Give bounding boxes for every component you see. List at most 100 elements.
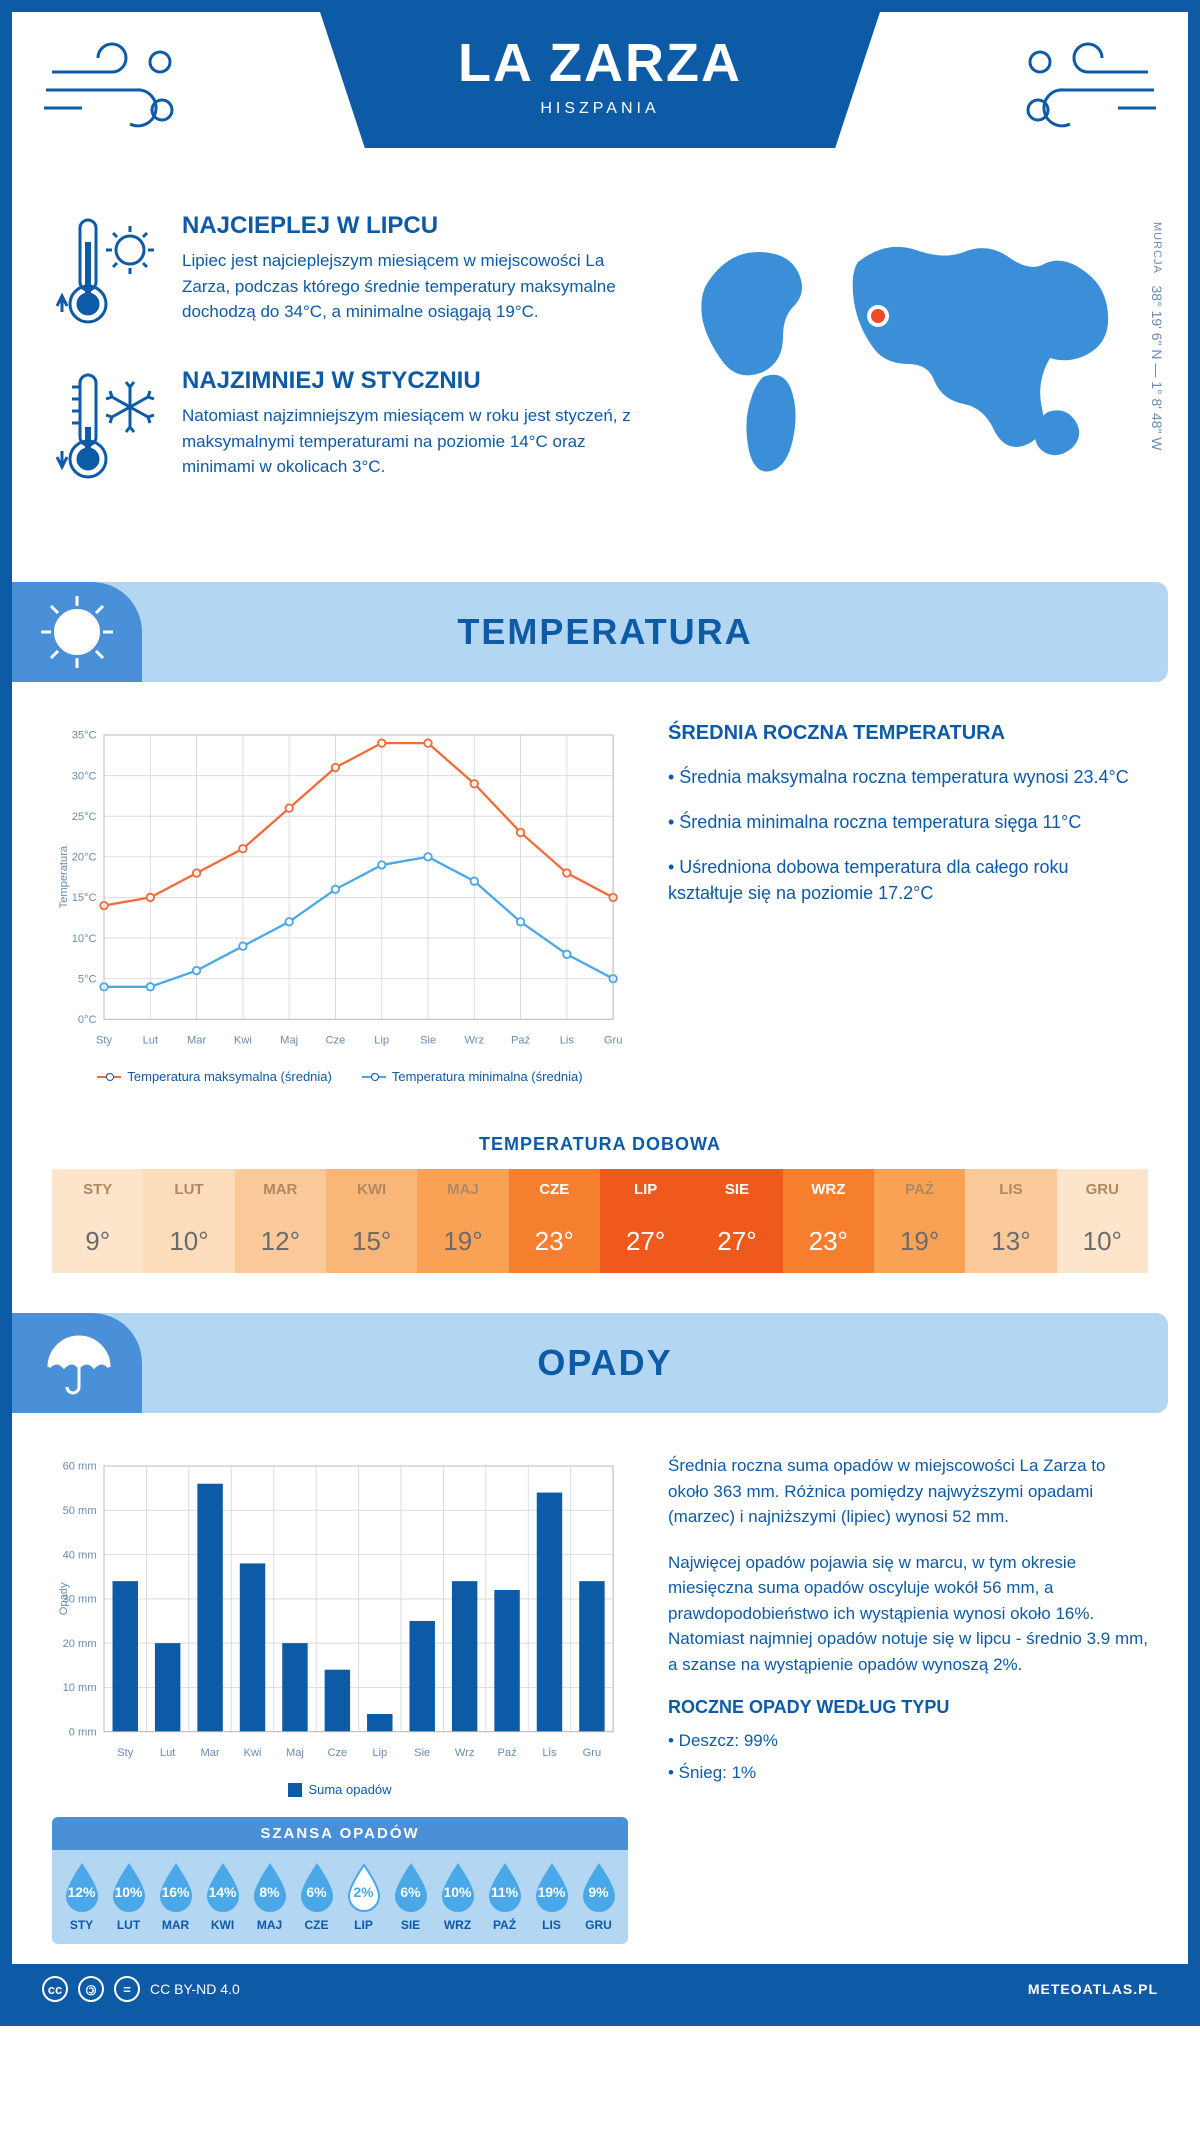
svg-text:35°C: 35°C (72, 730, 97, 742)
svg-text:Cze: Cze (326, 1034, 346, 1046)
svg-text:Sie: Sie (414, 1747, 430, 1759)
intro-section: NAJCIEPLEJ W LIPCU Lipiec jest najcieple… (12, 192, 1188, 552)
coordinates: MURCJA 38° 19' 6" N — 1° 8' 48" W (1146, 222, 1166, 451)
precipitation-bar-chart: 0 mm10 mm20 mm30 mm40 mm50 mm60 mmStyLut… (52, 1453, 628, 1797)
svg-text:10 mm: 10 mm (63, 1683, 97, 1695)
svg-text:Lip: Lip (374, 1034, 389, 1046)
temperature-banner: TEMPERATURA (12, 582, 1168, 682)
chance-cell: 19% LIS (528, 1862, 575, 1932)
chance-cell: 2% LIP (340, 1862, 387, 1932)
chance-cell: 6% CZE (293, 1862, 340, 1932)
by-icon: 🄯 (78, 1976, 104, 2002)
svg-text:Mar: Mar (201, 1747, 220, 1759)
chance-cell: 10% LUT (105, 1862, 152, 1932)
svg-text:Sty: Sty (96, 1034, 113, 1046)
wind-icon-right (1018, 32, 1158, 142)
header-section: LA ZARZA HISZPANIA (12, 12, 1188, 192)
wind-icon-left (42, 32, 182, 142)
daily-temp-table: STY 9°LUT 10°MAR 12°KWI 15°MAJ 19°CZE 23… (52, 1169, 1148, 1273)
temp-bullet: • Średnia minimalna roczna temperatura s… (668, 810, 1148, 835)
svg-text:Paź: Paź (497, 1747, 517, 1759)
daily-cell: PAŹ 19° (874, 1169, 965, 1273)
temp-bullet: • Średnia maksymalna roczna temperatura … (668, 765, 1148, 790)
chance-cell: 8% MAJ (246, 1862, 293, 1932)
svg-text:Wrz: Wrz (455, 1747, 475, 1759)
cc-icon: cc (42, 1976, 68, 2002)
svg-text:Wrz: Wrz (464, 1034, 484, 1046)
bar-legend: Suma opadów (288, 1782, 391, 1797)
svg-text:Lut: Lut (143, 1034, 159, 1046)
svg-text:Temperatura: Temperatura (58, 845, 70, 908)
legend-item: Temperatura minimalna (średnia) (362, 1069, 583, 1084)
temp-bullet: • Uśredniona dobowa temperatura dla całe… (668, 855, 1148, 905)
svg-text:10°C: 10°C (72, 933, 97, 945)
thermometer-hot-icon (52, 212, 162, 337)
daily-cell: MAR 12° (235, 1169, 326, 1273)
nd-icon: = (114, 1976, 140, 2002)
footer: cc 🄯 = CC BY-ND 4.0 METEOATLAS.PL (12, 1964, 1188, 2014)
daily-cell: SIE 27° (691, 1169, 782, 1273)
chance-cell: 9% GRU (575, 1862, 622, 1932)
legend-item: Temperatura maksymalna (średnia) (97, 1069, 331, 1084)
precip-type-bullet: • Deszcz: 99% (668, 1728, 1148, 1754)
chance-cell: 12% STY (58, 1862, 105, 1932)
svg-text:Maj: Maj (286, 1747, 304, 1759)
svg-text:0°C: 0°C (78, 1014, 97, 1026)
svg-text:Sie: Sie (420, 1034, 436, 1046)
temperature-title: TEMPERATURA (162, 611, 1168, 653)
svg-text:Opady: Opady (58, 1582, 70, 1615)
chance-strip: 12% STY 10% LUT 16% MAR 14% (52, 1850, 628, 1944)
chance-cell: 10% WRZ (434, 1862, 481, 1932)
svg-text:Gru: Gru (583, 1747, 602, 1759)
svg-text:50 mm: 50 mm (63, 1505, 97, 1517)
header-banner: LA ZARZA HISZPANIA (320, 12, 880, 148)
svg-text:30°C: 30°C (72, 770, 97, 782)
svg-text:Kwi: Kwi (234, 1034, 252, 1046)
daily-cell: LIS 13° (965, 1169, 1056, 1273)
svg-text:15°C: 15°C (72, 892, 97, 904)
daily-cell: CZE 23° (509, 1169, 600, 1273)
svg-text:Kwi: Kwi (244, 1747, 262, 1759)
cold-month-text: Natomiast najzimniejszym miesiącem w rok… (182, 403, 638, 480)
chance-cell: 16% MAR (152, 1862, 199, 1932)
chance-cell: 11% PAŹ (481, 1862, 528, 1932)
site-name: METEOATLAS.PL (1028, 1981, 1158, 1997)
svg-text:Lut: Lut (160, 1747, 176, 1759)
hot-month-title: NAJCIEPLEJ W LIPCU (182, 212, 638, 240)
sun-icon (12, 582, 142, 682)
daily-cell: KWI 15° (326, 1169, 417, 1273)
cold-month-title: NAJZIMNIEJ W STYCZNIU (182, 367, 638, 395)
svg-text:Lis: Lis (542, 1747, 557, 1759)
precip-para-1: Średnia roczna suma opadów w miejscowośc… (668, 1453, 1148, 1530)
svg-text:Mar: Mar (187, 1034, 206, 1046)
chance-title: SZANSA OPADÓW (52, 1817, 628, 1850)
temperature-line-chart: 0°C5°C10°C15°C20°C25°C30°C35°CStyLutMarK… (52, 722, 628, 1084)
license-text: CC BY-ND 4.0 (150, 1981, 240, 1997)
location-country: HISZPANIA (400, 100, 800, 118)
precip-type-title: ROCZNE OPADY WEDŁUG TYPU (668, 1697, 1148, 1718)
svg-text:40 mm: 40 mm (63, 1550, 97, 1562)
svg-text:Lip: Lip (372, 1747, 387, 1759)
svg-text:Lis: Lis (560, 1034, 575, 1046)
precip-type-bullet: • Śnieg: 1% (668, 1760, 1148, 1786)
daily-cell: LIP 27° (600, 1169, 691, 1273)
location-title: LA ZARZA (400, 32, 800, 94)
precipitation-banner: OPADY (12, 1313, 1168, 1413)
svg-text:Paź: Paź (511, 1034, 531, 1046)
svg-text:Gru: Gru (604, 1034, 623, 1046)
precipitation-title: OPADY (162, 1342, 1168, 1384)
svg-text:20°C: 20°C (72, 852, 97, 864)
svg-text:20 mm: 20 mm (63, 1638, 97, 1650)
chance-cell: 14% KWI (199, 1862, 246, 1932)
svg-text:5°C: 5°C (78, 973, 97, 985)
daily-temp-title: TEMPERATURA DOBOWA (12, 1134, 1188, 1155)
svg-text:60 mm: 60 mm (63, 1461, 97, 1473)
svg-text:Maj: Maj (280, 1034, 298, 1046)
daily-cell: WRZ 23° (783, 1169, 874, 1273)
svg-text:Sty: Sty (117, 1747, 134, 1759)
world-map: MURCJA 38° 19' 6" N — 1° 8' 48" W (668, 212, 1148, 522)
hot-month-text: Lipiec jest najcieplejszym miesiącem w m… (182, 248, 638, 325)
umbrella-icon (12, 1313, 142, 1413)
daily-cell: LUT 10° (143, 1169, 234, 1273)
daily-cell: STY 9° (52, 1169, 143, 1273)
